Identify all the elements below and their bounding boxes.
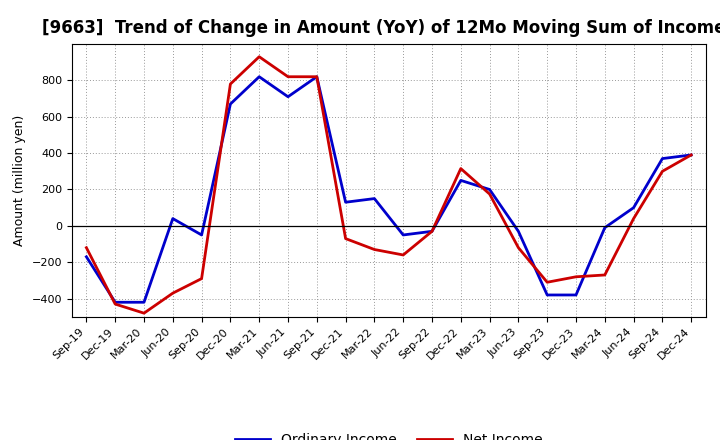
Net Income [255, 54, 264, 59]
Legend: Ordinary Income, Net Income: Ordinary Income, Net Income [229, 427, 549, 440]
Net Income [543, 279, 552, 285]
Title: [9663]  Trend of Change in Amount (YoY) of 12Mo Moving Sum of Incomes: [9663] Trend of Change in Amount (YoY) o… [42, 19, 720, 37]
Net Income [82, 245, 91, 250]
Net Income [197, 276, 206, 281]
Net Income [514, 245, 523, 250]
Net Income [226, 81, 235, 87]
Line: Ordinary Income: Ordinary Income [86, 77, 691, 302]
Net Income [600, 272, 609, 278]
Net Income [370, 247, 379, 252]
Net Income [312, 74, 321, 79]
Ordinary Income [629, 205, 638, 210]
Ordinary Income [687, 152, 696, 158]
Net Income [456, 166, 465, 171]
Ordinary Income [370, 196, 379, 201]
Net Income [485, 191, 494, 197]
Ordinary Income [82, 254, 91, 260]
Net Income [399, 252, 408, 257]
Net Income [111, 301, 120, 307]
Ordinary Income [140, 300, 148, 305]
Ordinary Income [456, 178, 465, 183]
Net Income [140, 311, 148, 316]
Net Income [629, 216, 638, 221]
Ordinary Income [600, 225, 609, 230]
Y-axis label: Amount (million yen): Amount (million yen) [13, 115, 26, 246]
Ordinary Income [255, 74, 264, 79]
Net Income [168, 290, 177, 296]
Net Income [687, 152, 696, 158]
Net Income [658, 169, 667, 174]
Ordinary Income [428, 229, 436, 234]
Ordinary Income [312, 74, 321, 79]
Ordinary Income [226, 101, 235, 106]
Ordinary Income [284, 94, 292, 99]
Ordinary Income [111, 300, 120, 305]
Net Income [428, 229, 436, 234]
Line: Net Income: Net Income [86, 57, 691, 313]
Ordinary Income [341, 200, 350, 205]
Ordinary Income [572, 292, 580, 297]
Ordinary Income [485, 187, 494, 192]
Net Income [572, 274, 580, 279]
Ordinary Income [399, 232, 408, 238]
Net Income [284, 74, 292, 79]
Ordinary Income [514, 229, 523, 234]
Ordinary Income [168, 216, 177, 221]
Net Income [341, 236, 350, 241]
Ordinary Income [658, 156, 667, 161]
Ordinary Income [543, 292, 552, 297]
Ordinary Income [197, 232, 206, 238]
